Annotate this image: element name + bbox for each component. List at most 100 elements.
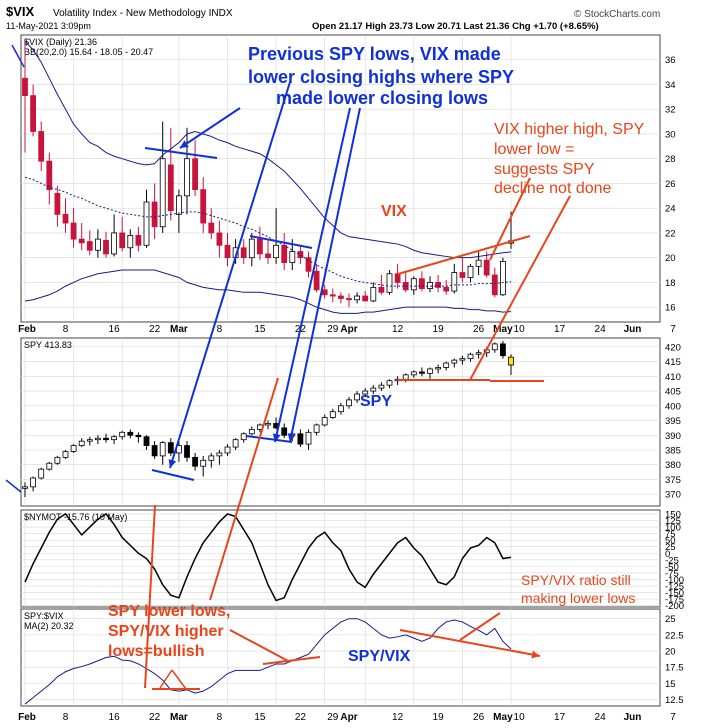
y-tick-label: 390: [665, 431, 681, 442]
x-tick-label: Jun: [624, 712, 642, 723]
x-tick-label: 8: [63, 712, 69, 723]
candle-body: [78, 440, 85, 446]
candle-body: [46, 462, 53, 470]
candle-body: [329, 411, 336, 418]
y-tick-label: 30: [665, 129, 676, 140]
candle-body: [475, 259, 482, 267]
x-tick-label: 24: [595, 324, 607, 335]
x-tick-label: 8: [217, 712, 223, 723]
vix-resistance-line: [249, 235, 313, 249]
x-tick-label: 16: [109, 712, 121, 723]
pointer-line: [144, 504, 156, 689]
annotation-text: suggests SPY: [494, 161, 595, 178]
x-tick-label: May: [493, 324, 513, 335]
pointer-line: [159, 669, 173, 689]
x-tick-label: 7: [670, 324, 676, 335]
candle-body: [427, 282, 433, 289]
pointer-line: [489, 177, 531, 261]
x-tick-label: 10: [514, 324, 526, 335]
x-tick-label: 19: [433, 324, 445, 335]
candle-body: [159, 442, 166, 457]
header-ohlc: Open 21.17 High 23.73 Low 20.71 Last 21.…: [312, 21, 599, 32]
candle-body: [305, 431, 312, 445]
candle-body: [54, 456, 61, 464]
y-tick-label: 25: [665, 614, 676, 625]
x-tick-label: 26: [473, 712, 485, 723]
x-tick-label: 16: [109, 324, 121, 335]
legend-entry: $NYMOT -15.76 (10 May): [24, 512, 127, 522]
header-symbol: $VIX: [6, 4, 35, 19]
y-tick-label: 36: [665, 55, 676, 66]
candle-body: [119, 232, 126, 249]
candle-body: [200, 459, 207, 467]
candle-body: [184, 158, 190, 197]
x-tick-label: May: [493, 712, 513, 723]
spy-support-line: [245, 435, 293, 443]
candle-body: [475, 352, 482, 355]
candle-body: [297, 433, 304, 445]
candle-body: [216, 452, 223, 457]
y-tick-label: 16: [665, 303, 676, 314]
candle-body: [313, 424, 320, 433]
candle-body: [111, 436, 117, 441]
candle-body: [135, 434, 142, 438]
candle-body: [378, 286, 385, 293]
x-tick-label: 10: [514, 712, 526, 723]
candle-body: [248, 428, 255, 435]
series-line--nymot: [24, 512, 512, 602]
y-tick-label: 0: [665, 549, 670, 560]
y-tick-label: -75: [665, 568, 679, 579]
x-tick-label: Apr: [340, 712, 357, 723]
ratio-support-line: [262, 656, 321, 665]
x-tick-label: 8: [217, 324, 223, 335]
panel-frame-nymo: [20, 509, 661, 608]
y-tick-label: 50: [665, 536, 676, 547]
candle-body: [362, 295, 369, 302]
candle-body: [256, 238, 263, 255]
candle-body: [216, 232, 223, 246]
candle-body: [451, 272, 458, 292]
candle-body: [499, 343, 506, 357]
y-tick-label: 375: [665, 475, 681, 486]
pointer-line: [209, 377, 279, 601]
candle-body: [95, 238, 101, 251]
candle-body: [467, 353, 474, 360]
legend-entry: SPY 413.83: [24, 340, 72, 350]
candle-body: [508, 356, 514, 366]
x-tick-label: Apr: [340, 324, 357, 335]
candle-body: [46, 160, 53, 191]
candle-body: [289, 251, 296, 264]
annotation-arrow: [289, 107, 361, 443]
y-tick-label: 380: [665, 460, 681, 471]
candle-body: [103, 437, 109, 441]
x-tick-label: 29: [327, 712, 339, 723]
candle-body: [467, 265, 474, 278]
candle-body: [78, 238, 85, 244]
x-tick-label: 17: [554, 324, 566, 335]
candle-body: [111, 232, 117, 255]
candle-body: [265, 423, 271, 426]
candle-body: [273, 244, 280, 259]
vix-resistance-line: [144, 147, 218, 159]
x-tick-label: 22: [149, 712, 161, 723]
candle-body: [103, 239, 109, 255]
candle-body: [435, 282, 442, 288]
annotation-text: lower closing highs where SPY: [248, 67, 514, 87]
spy-support-line: [151, 469, 195, 481]
annotation-text: making lower lows: [521, 590, 635, 606]
candle-body: [305, 257, 312, 272]
candle-body: [54, 192, 61, 215]
candle-body: [459, 358, 466, 361]
y-tick-label: 32: [665, 105, 676, 116]
y-tick-label: 15: [665, 679, 676, 690]
candle-body: [378, 384, 385, 389]
annotation-arrow: [169, 81, 291, 469]
y-tick-label: 420: [665, 342, 681, 353]
candle-body: [402, 374, 409, 380]
candle-body: [240, 433, 247, 441]
pointer-line: [459, 612, 501, 641]
candle-body: [491, 343, 498, 351]
annotation-text: SPY/VIX higher: [108, 623, 224, 640]
candle-body: [435, 367, 442, 370]
